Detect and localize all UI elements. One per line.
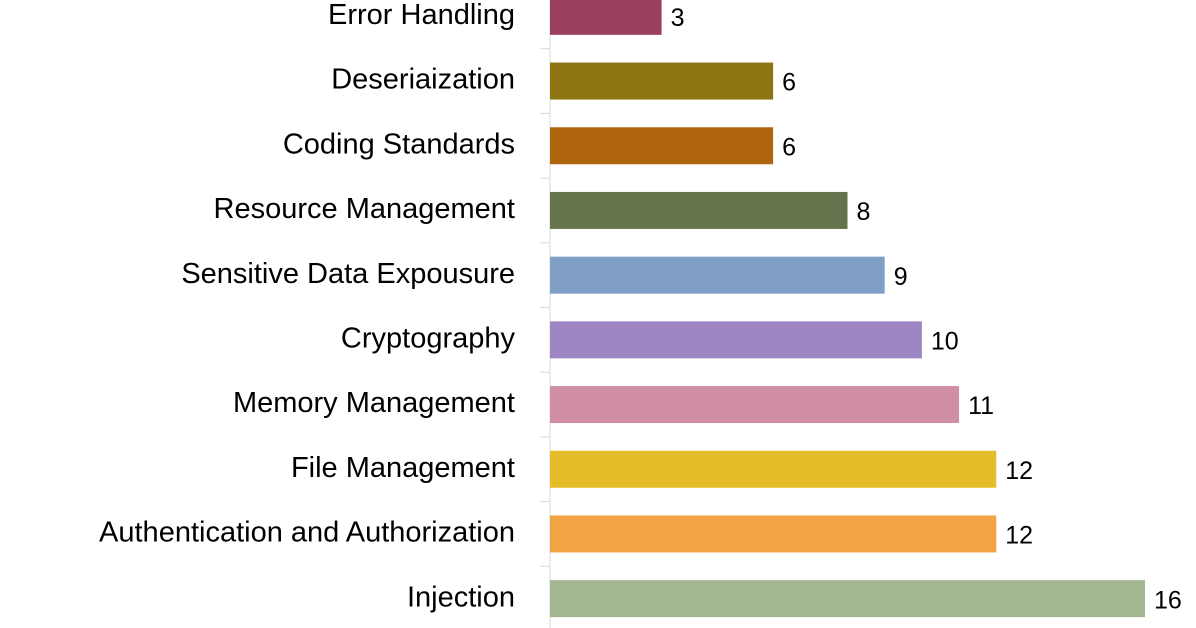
bar xyxy=(550,127,774,165)
category-label: Cryptography xyxy=(341,323,516,355)
value-label: 8 xyxy=(857,198,871,226)
category-label: Authentication and Authorization xyxy=(99,517,515,549)
bar xyxy=(550,191,848,229)
bar xyxy=(550,256,885,294)
category-label: Injection xyxy=(407,581,515,613)
bar xyxy=(550,321,922,359)
value-label: 10 xyxy=(931,327,959,355)
bar xyxy=(550,62,774,100)
category-label: Sensitive Data Expousure xyxy=(181,258,515,290)
value-label: 11 xyxy=(968,392,994,420)
category-label: Coding Standards xyxy=(283,128,515,160)
value-label: 6 xyxy=(782,69,796,97)
bar xyxy=(550,580,1145,618)
category-label: Deseriaization xyxy=(331,64,515,96)
value-label: 3 xyxy=(671,4,685,32)
value-label: 6 xyxy=(782,133,796,161)
value-label: 9 xyxy=(894,263,908,291)
value-label: 16 xyxy=(1154,586,1182,614)
category-label: Memory Management xyxy=(233,387,515,419)
category-label: File Management xyxy=(291,452,515,484)
value-label: 12 xyxy=(1005,522,1033,550)
bar xyxy=(550,386,960,424)
value-label: 12 xyxy=(1005,457,1033,485)
category-label: Resource Management xyxy=(214,193,515,225)
bar xyxy=(550,0,662,35)
bar xyxy=(550,515,997,553)
category-label: Error Handling xyxy=(328,0,515,31)
bar xyxy=(550,450,997,488)
